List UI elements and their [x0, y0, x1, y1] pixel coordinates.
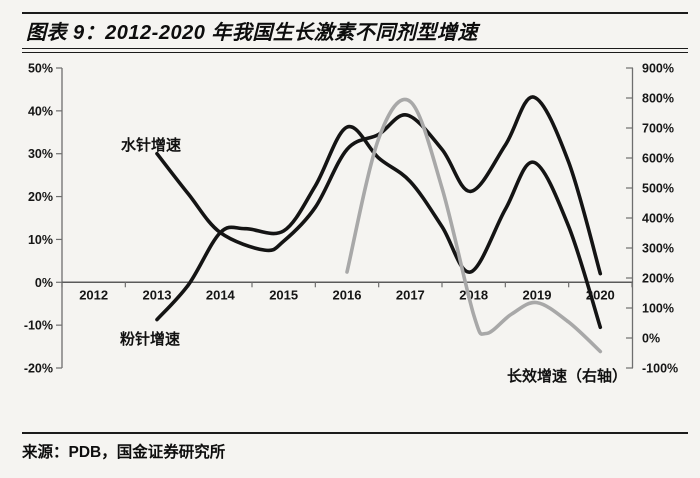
right-axis-tick-label: 200% [642, 272, 674, 286]
right-axis-tick-label: 400% [642, 212, 674, 226]
title-bottom-rule-2 [22, 52, 688, 54]
left-axis-tick-label: 0% [35, 276, 53, 290]
left-axis-tick-label: 40% [28, 104, 53, 118]
left-axis-tick-label: 50% [28, 62, 53, 76]
x-axis-year-label: 2014 [206, 287, 236, 302]
right-axis-tick-label: 500% [642, 182, 674, 196]
x-axis-year-label: 2013 [143, 287, 172, 302]
x-axis-year-label: 2015 [269, 287, 298, 302]
right-axis-tick-label: 100% [642, 302, 674, 316]
series-label-long-acting: 长效增速（右轴） [507, 368, 628, 385]
right-axis-tick-label: 900% [642, 62, 674, 76]
left-axis-tick-label: -20% [24, 362, 53, 376]
x-axis-year-label: 2016 [333, 287, 362, 302]
left-axis-tick-label: 10% [28, 233, 53, 247]
title-bottom-rule-1 [22, 48, 688, 50]
left-axis-tick-label: 30% [28, 147, 53, 161]
x-axis-year-label: 2018 [459, 287, 488, 302]
right-axis-tick-label: 700% [642, 122, 674, 136]
series-line-water-injection [155, 95, 603, 276]
right-axis-tick-label: 300% [642, 242, 674, 256]
series-line-long-acting [345, 97, 603, 354]
series-label-powder-injection: 粉针增速 [120, 331, 181, 348]
left-axis-tick-label: -10% [24, 319, 53, 333]
series-label-water-injection: 水针增速 [121, 137, 182, 154]
footer-rule [22, 432, 688, 434]
right-axis-tick-label: -100% [642, 362, 678, 376]
x-axis-year-label: 2012 [79, 287, 108, 302]
right-axis-tick-label: 800% [642, 92, 674, 106]
figure-title: 图表 9：2012-2020 年我国生长激素不同剂型增速 [26, 22, 478, 44]
source-note: 来源：PDB，国金证券研究所 [22, 444, 226, 461]
title-top-rule [22, 12, 688, 14]
x-axis-year-label: 2017 [396, 287, 425, 302]
right-axis-tick-label: 0% [642, 332, 660, 346]
series-line-powder-injection [155, 124, 603, 330]
x-axis-year-label: 2019 [523, 287, 552, 302]
right-axis-tick-label: 600% [642, 152, 674, 166]
dual-axis-line-chart: 50% 40% 30% 20% 10% 0% -10% -20% 900% 800% 700% 600… [24, 62, 678, 376]
left-axis-tick-label: 20% [28, 190, 53, 204]
